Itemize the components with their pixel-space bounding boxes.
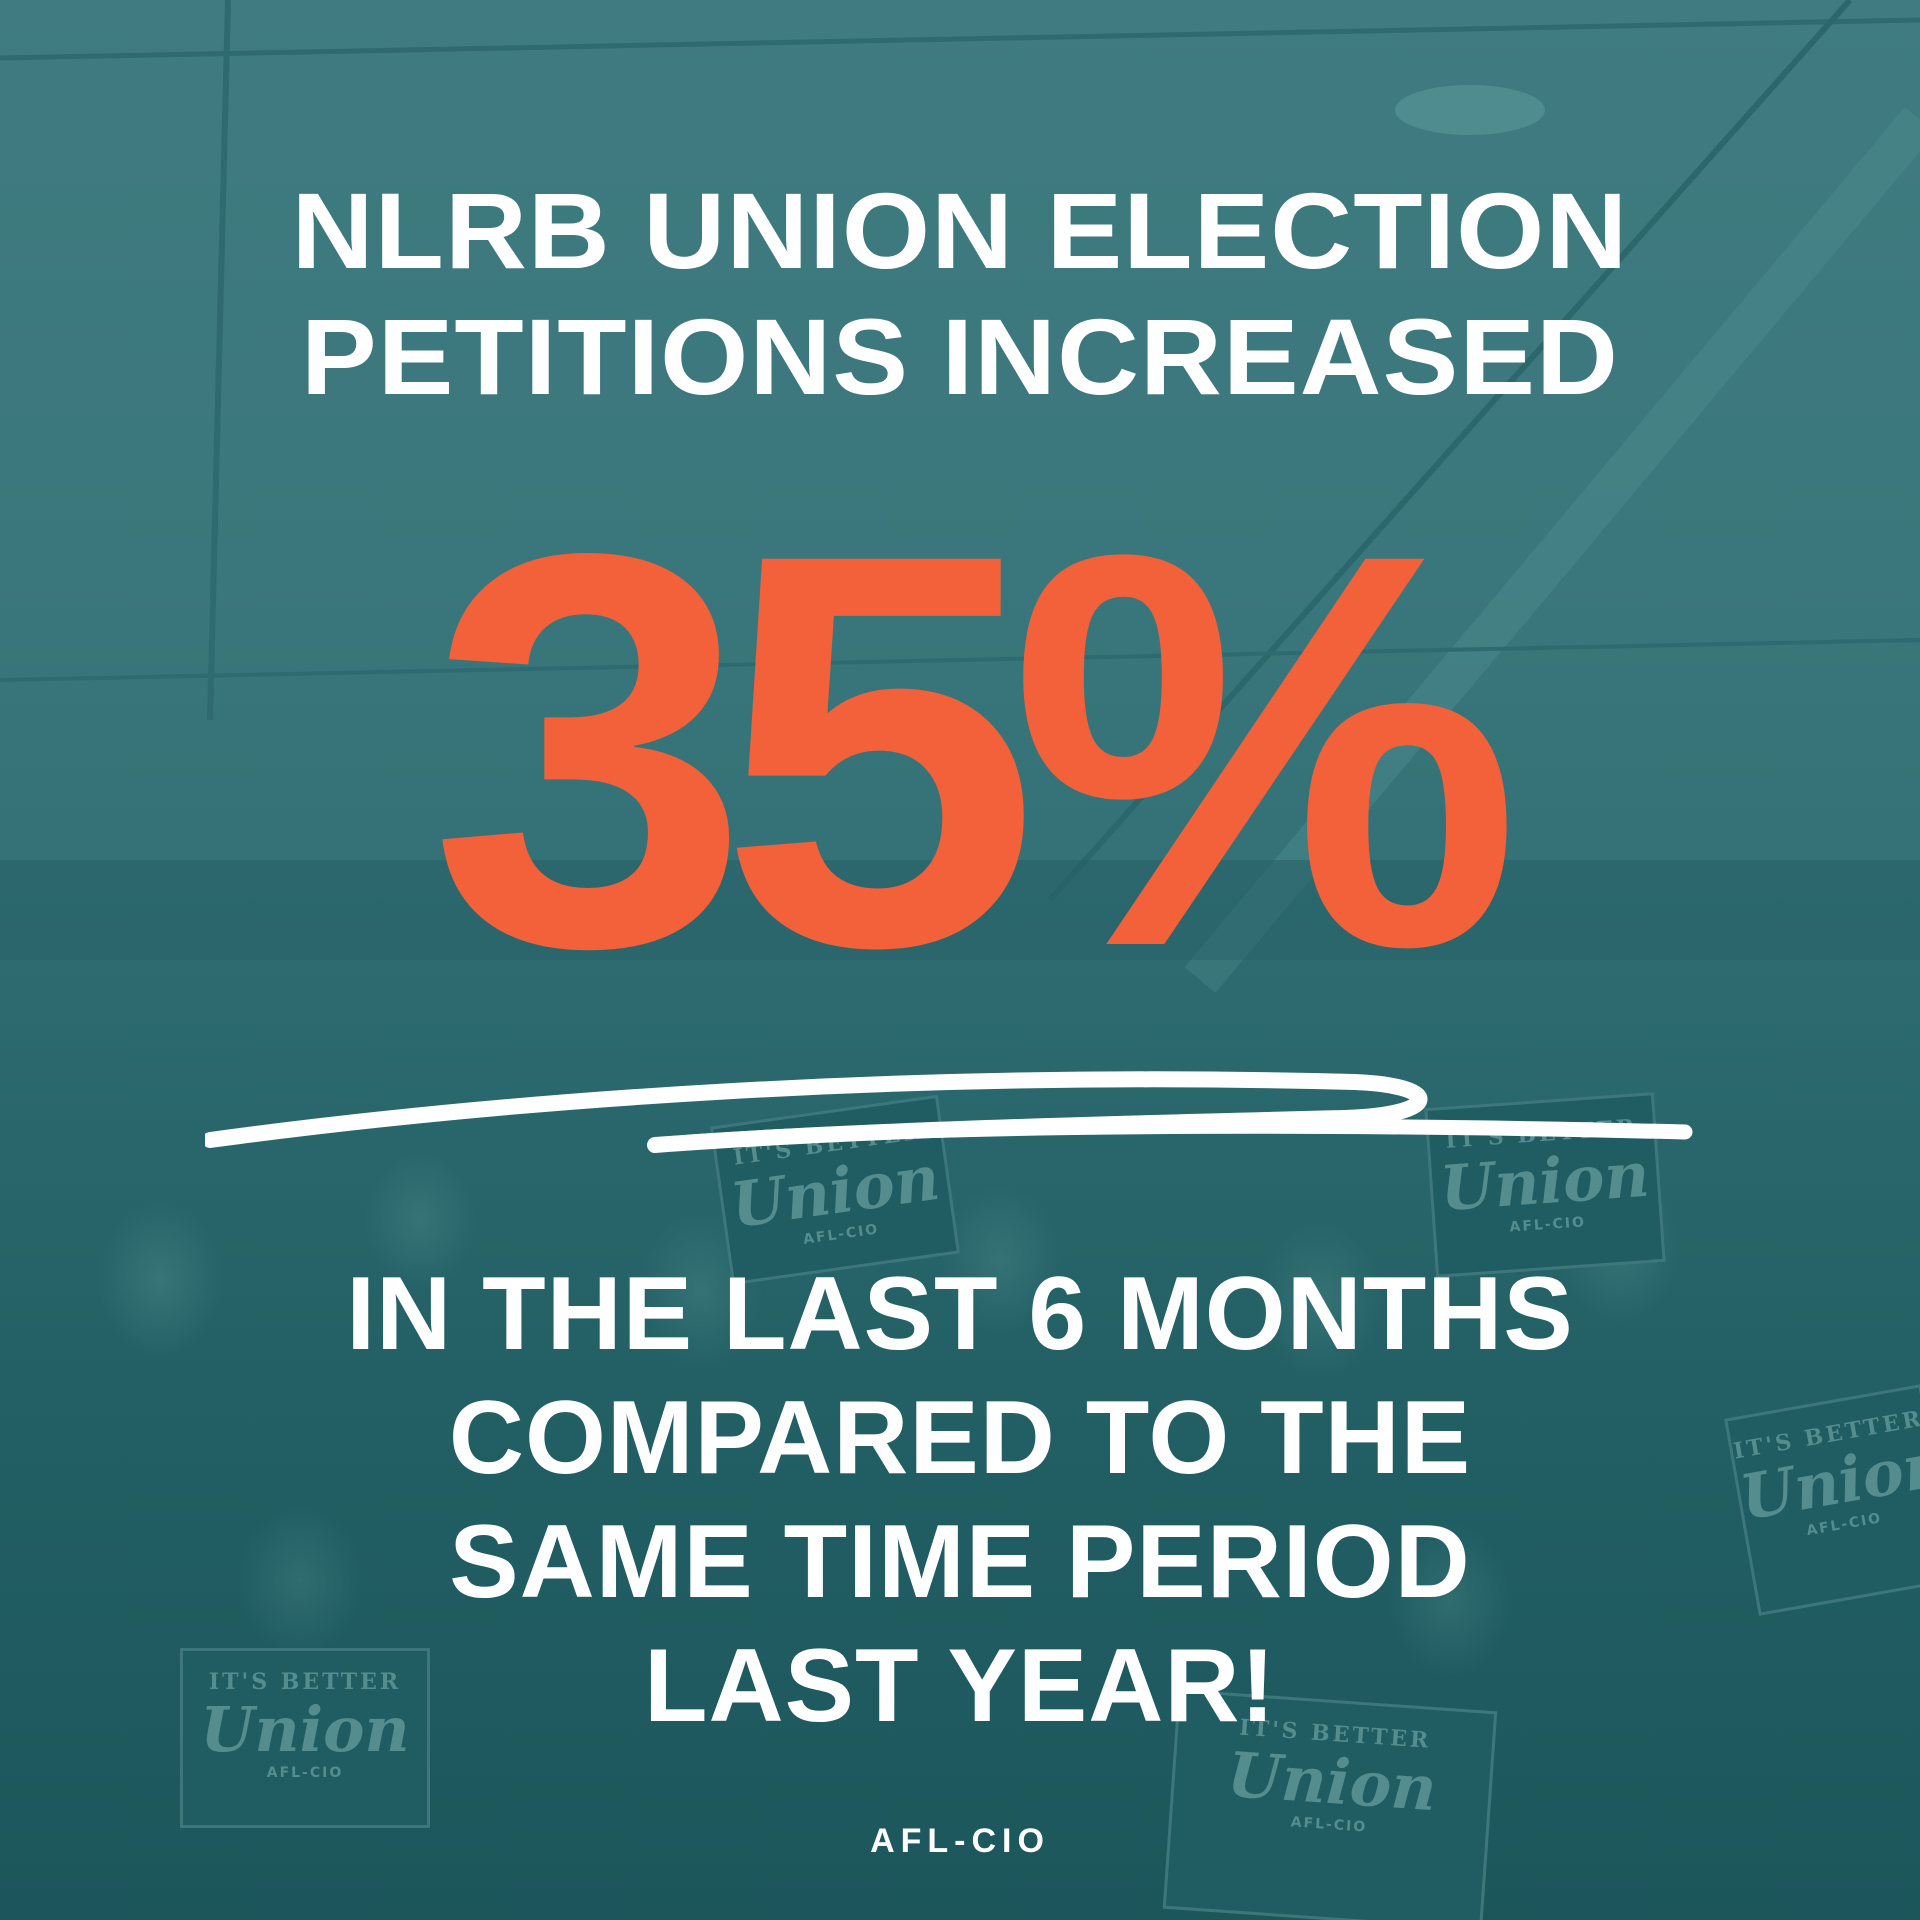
- sign-small-text: AFL-CIO: [266, 1765, 344, 1781]
- subline: IN THE LAST 6 MONTHS COMPARED TO THE SAM…: [0, 1252, 1920, 1748]
- subline-line-2: COMPARED TO THE: [448, 1380, 1472, 1496]
- brand-logo-text: AFL-CIO: [870, 1822, 1050, 1860]
- subline-line-4: LAST YEAR!: [643, 1628, 1277, 1744]
- background-sign: IT'S BETTER Union AFL-CIO: [180, 1648, 430, 1828]
- underline-swoosh-icon: [205, 1071, 1693, 1153]
- sign-top-text: IT'S BETTER: [208, 1669, 402, 1695]
- stat-value: 35%: [429, 437, 1522, 1063]
- headline: NLRB UNION ELECTION PETITIONS INCREASED: [0, 168, 1920, 420]
- headline-line-1: NLRB UNION ELECTION: [291, 170, 1629, 291]
- sign-main-text: Union: [200, 1693, 410, 1766]
- subline-line-3: SAME TIME PERIOD: [449, 1504, 1471, 1620]
- headline-line-2: PETITIONS INCREASED: [301, 296, 1619, 417]
- subline-line-1: IN THE LAST 6 MONTHS: [346, 1256, 1574, 1372]
